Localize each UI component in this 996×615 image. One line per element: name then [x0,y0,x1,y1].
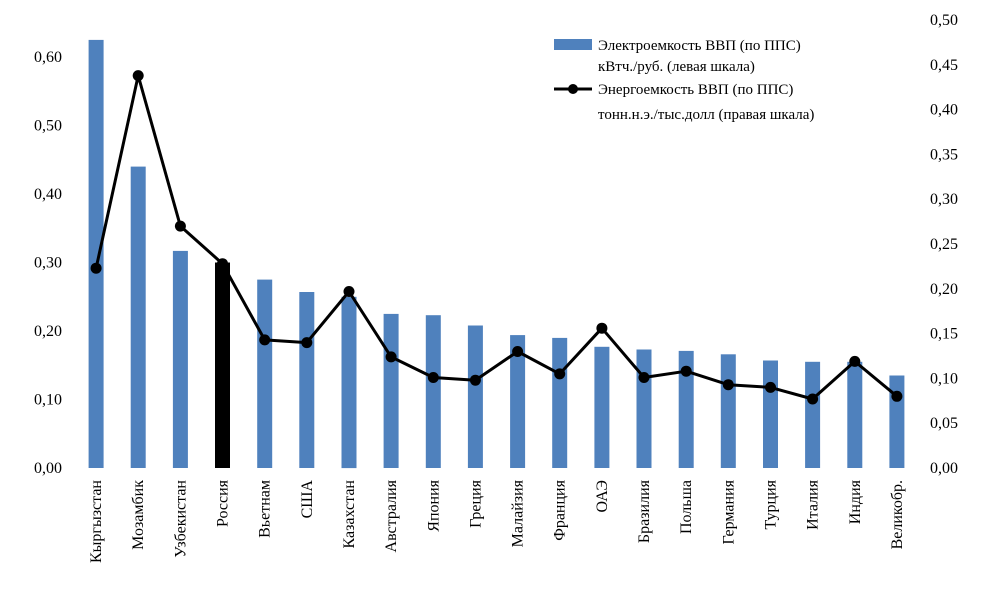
right-tick-label: 0,00 [930,460,958,477]
legend-bar-label-line2: кВтч./руб. (левая шкала) [598,59,755,75]
x-axis: Кыргызстан Мозамбик Узбекистан Россия Вьетна… [88,479,906,563]
bar-series-electro [88,39,905,469]
bar-7 [383,313,399,468]
right-tick-label: 0,45 [930,57,958,74]
bar-11 [552,337,568,468]
category-label: ОАЭ [594,480,611,512]
bar-0 [88,39,104,469]
category-label: Польша [678,480,695,534]
category-label: Вьетнам [257,480,274,538]
line-point-13 [638,372,650,383]
line-point-6 [343,286,355,297]
legend-line-label-line1: Энергоемкость ВВП (по ППС) [598,82,793,98]
line-point-11 [554,368,566,380]
bar-19 [889,375,905,468]
bar-2 [172,250,188,468]
category-label: Малайзия [510,479,527,547]
bar-4 [257,279,273,468]
left-tick-label: 0,20 [34,323,62,340]
bar-1 [130,166,146,468]
category-label: Россия [215,479,232,527]
line-point-4 [259,334,271,346]
right-tick-label: 0,15 [930,326,958,343]
line-point-12 [596,322,608,334]
category-label: Кыргызстан [88,480,105,563]
category-label: Казахстан [341,480,358,549]
bar-9 [467,325,483,468]
bar-16 [763,360,778,468]
line-point-8 [427,372,439,383]
category-label: Германия [720,479,737,544]
left-tick-label: 0,40 [34,186,62,203]
bar-12 [594,346,610,468]
right-tick-label: 0,50 [930,12,958,29]
line-point-3 [217,258,228,270]
line-point-16 [765,381,776,393]
legend-bar-swatch [554,39,592,50]
left-tick-label: 0,60 [34,49,62,66]
right-axis: 0,00 0,05 0,10 0,15 0,20 0,25 0,30 0,35 0,40 0,45… [930,12,958,477]
category-label: Узбекистан [172,480,189,558]
bar-6 [341,296,357,469]
category-label: Япония [425,479,442,531]
bar-8 [425,315,441,468]
line-point-9 [469,374,481,386]
line-series-energy [90,70,903,405]
left-tick-label: 0,00 [34,460,62,477]
left-tick-label: 0,30 [34,255,62,272]
bar-3 [215,262,230,468]
right-tick-label: 0,10 [930,370,958,387]
line-point-7 [385,351,397,363]
legend-line-label-line2: тонн.н.э./тыс.долл (правая шкала) [598,107,814,123]
category-label: Австралия [383,479,400,552]
category-label: Греция [467,479,484,527]
right-tick-label: 0,05 [930,415,958,432]
line-point-2 [174,220,186,232]
legend: Электроемкость ВВП (по ППС) кВтч./руб. (… [554,38,814,123]
line-point-15 [722,379,734,391]
right-tick-label: 0,35 [930,146,958,163]
category-label: Франция [552,479,569,540]
category-label: Бразилия [636,479,653,543]
bar-18 [847,361,863,468]
bar-13 [636,349,652,468]
line-point-18 [849,355,861,367]
line-point-10 [512,346,524,357]
bar-5 [299,292,315,468]
right-tick-label: 0,20 [930,281,958,298]
line-point-17 [807,393,819,405]
line-point-5 [301,337,313,349]
bar-14 [678,350,694,468]
category-label: Великобр. [889,480,906,549]
line-point-0 [90,262,102,274]
line-point-14 [680,365,692,377]
left-tick-label: 0,10 [34,392,62,409]
left-axis: 0,00 0,10 0,20 0,30 0,40 0,50 0,60 [34,49,62,477]
legend-line-marker [568,84,578,94]
left-tick-label: 0,50 [34,118,62,135]
bar-17 [805,361,821,468]
category-label: Индия [847,479,864,524]
bar-15 [720,354,736,468]
right-tick-label: 0,40 [930,102,958,119]
category-label: США [299,480,316,519]
energy-line [94,74,898,401]
category-label: Мозамбик [130,480,147,550]
bar-10 [510,335,526,468]
category-label: Турция [763,479,780,529]
right-tick-label: 0,25 [930,236,958,253]
line-point-19 [891,390,903,402]
line-point-1 [132,70,144,82]
right-tick-label: 0,30 [930,191,958,208]
category-label: Италия [805,479,822,530]
legend-bar-label-line1: Электроемкость ВВП (по ППС) [598,38,801,54]
